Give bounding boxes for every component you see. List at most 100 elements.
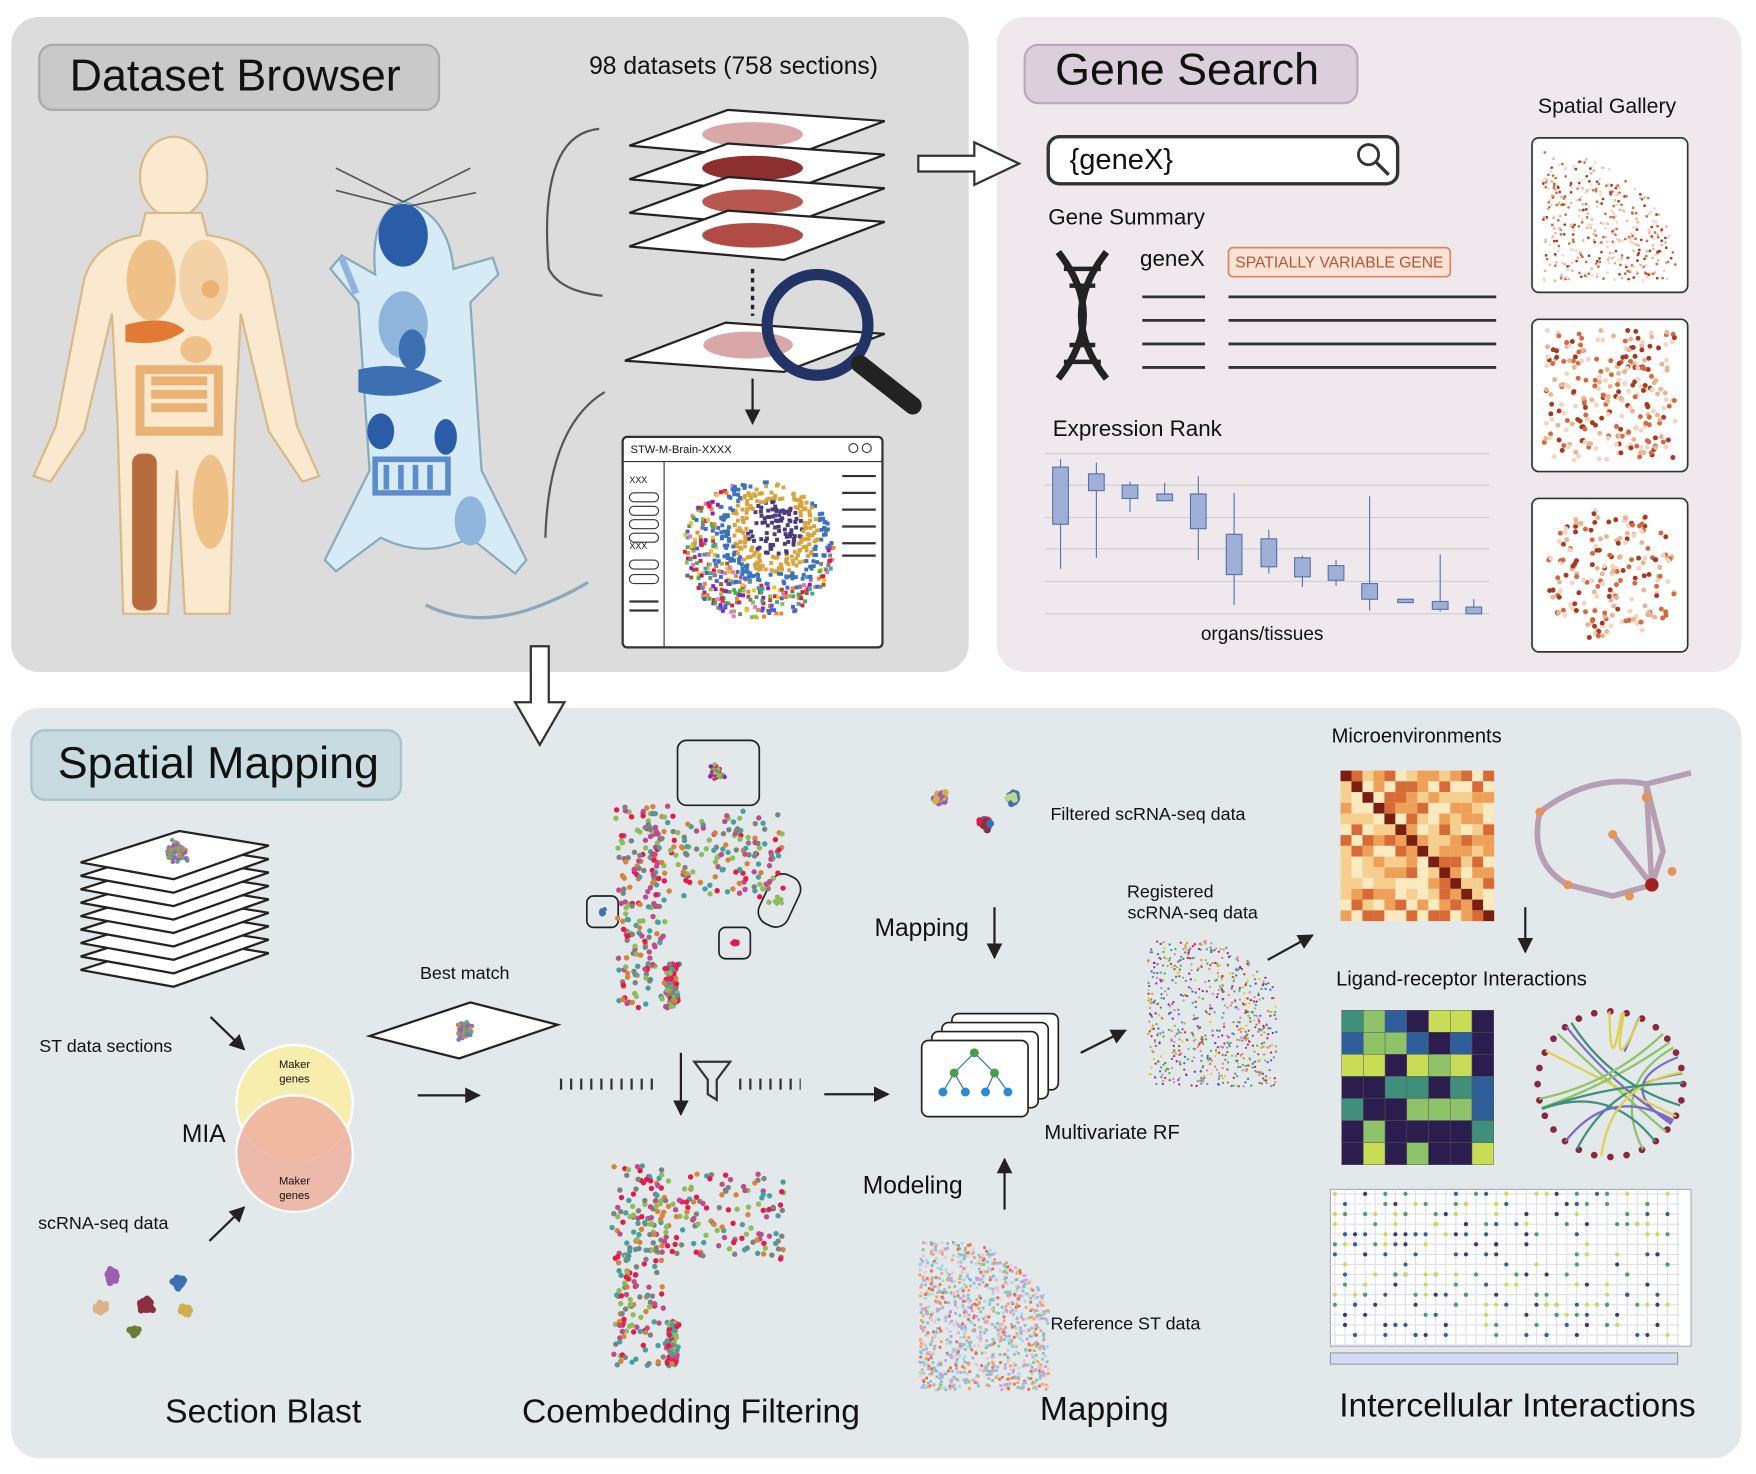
spot — [919, 1374, 922, 1378]
cell-dot — [1187, 953, 1190, 956]
spot — [1015, 1271, 1019, 1275]
cell-dot — [1178, 1060, 1181, 1064]
cell-dot — [1219, 1045, 1222, 1048]
spot — [1013, 1292, 1016, 1296]
cell-dot — [1235, 974, 1238, 977]
spot — [975, 1303, 978, 1307]
window-title: STW-M-Brain-XXXX — [631, 444, 733, 456]
spot — [962, 1267, 966, 1270]
spot — [985, 1339, 989, 1343]
gallery-spot — [1646, 275, 1649, 279]
heat-cell — [1483, 867, 1495, 879]
spot — [1032, 1369, 1036, 1373]
gallery-spot — [1657, 564, 1663, 570]
spot — [941, 1252, 944, 1256]
label: ST data sections — [39, 1036, 172, 1056]
heat-cell — [1395, 824, 1407, 836]
spot — [926, 1334, 930, 1338]
gallery-spot — [1551, 454, 1557, 460]
spot — [698, 582, 703, 587]
cell-dot — [737, 815, 743, 821]
gallery-spot — [1637, 454, 1643, 460]
gallery-spot — [1660, 243, 1664, 247]
spot — [938, 1345, 942, 1349]
cell-dot — [1177, 960, 1180, 963]
heat-cell — [1351, 792, 1363, 803]
gallery-spot — [1600, 581, 1606, 586]
spot — [951, 1350, 955, 1354]
spot — [756, 607, 760, 612]
spot — [944, 1268, 948, 1272]
spot — [809, 566, 814, 571]
heat-cell — [1373, 888, 1385, 900]
spatial-mapping-content-part — [235, 1094, 354, 1213]
cell-dot — [712, 859, 719, 865]
gallery-spot — [1564, 339, 1570, 345]
gallery-spot — [1579, 358, 1584, 364]
gallery-spot — [1575, 198, 1579, 202]
spot — [1032, 1331, 1036, 1335]
spot — [759, 590, 764, 595]
spot — [799, 495, 804, 500]
spot — [953, 1302, 957, 1305]
gallery-spot — [1619, 263, 1622, 267]
spot — [1025, 1292, 1029, 1296]
spot — [773, 493, 778, 498]
spot — [792, 549, 797, 554]
spot — [712, 553, 717, 557]
spot — [692, 537, 697, 542]
cell-dot — [1147, 997, 1151, 1000]
spot — [776, 524, 781, 529]
spot — [1013, 1324, 1016, 1328]
spot — [685, 556, 690, 561]
spot — [989, 1268, 992, 1272]
spot — [771, 543, 775, 547]
heat-cell — [1384, 835, 1396, 846]
spot — [708, 587, 713, 592]
cell-dot — [661, 814, 668, 820]
spot — [830, 557, 835, 562]
cell-dot — [1174, 1052, 1177, 1055]
gallery-spot — [1578, 208, 1582, 212]
spot — [741, 593, 746, 598]
tree-edge — [973, 1052, 995, 1074]
cell-dot — [1177, 1078, 1180, 1082]
gallery-spot — [1640, 339, 1646, 345]
spot — [935, 1300, 939, 1304]
gallery-spot — [1660, 615, 1666, 621]
cell-dot — [1262, 1045, 1265, 1048]
cell-dot — [646, 1304, 653, 1310]
venn-label: genes — [279, 1074, 310, 1086]
gallery-spot — [1608, 251, 1612, 255]
cell-dot — [1162, 1031, 1165, 1034]
gallery-spot — [1587, 254, 1591, 258]
spot — [746, 574, 751, 579]
cell-dot — [1268, 1045, 1271, 1048]
cell-dot — [708, 774, 713, 779]
cell-dot — [1244, 1009, 1247, 1012]
heat-cell — [1417, 878, 1429, 889]
mouse-illustration-part — [424, 581, 589, 620]
cell-dot — [1190, 1031, 1194, 1034]
cell-dot — [1230, 1054, 1234, 1057]
spot — [808, 574, 813, 579]
spot — [1034, 1387, 1038, 1390]
spot — [956, 1294, 960, 1298]
spot — [978, 1368, 982, 1372]
cell-dot — [635, 963, 641, 970]
cell-dot — [1262, 1024, 1265, 1028]
cell-dot — [1222, 948, 1225, 951]
spot — [964, 1246, 967, 1250]
heat-cell — [1417, 899, 1429, 911]
spot — [808, 513, 813, 518]
spot — [982, 1317, 985, 1320]
gallery-spot — [1550, 587, 1556, 593]
gallery-spot — [1585, 622, 1591, 628]
spot — [731, 511, 736, 515]
gallery-spot — [1635, 225, 1638, 229]
spot — [967, 1317, 970, 1321]
cell-dot — [666, 1326, 673, 1332]
spot — [957, 1350, 960, 1354]
spot — [769, 490, 774, 495]
